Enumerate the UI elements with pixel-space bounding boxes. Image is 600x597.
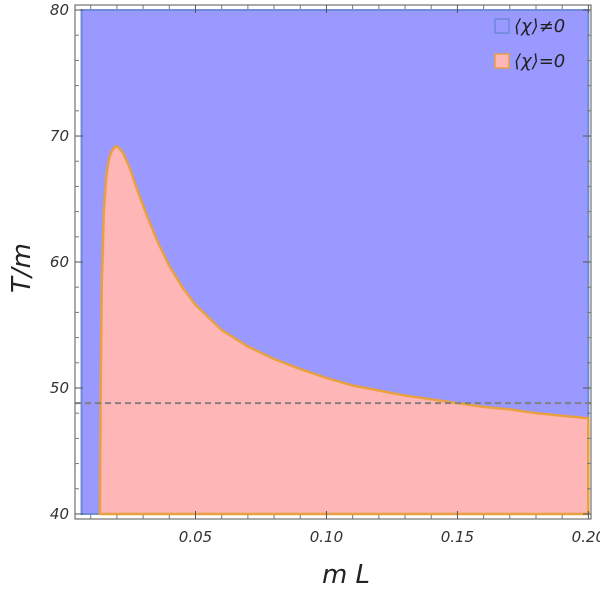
- legend-label-symmetric: ⟨χ⟩=0: [514, 51, 565, 72]
- legend-label-broken: ⟨χ⟩≠0: [514, 16, 565, 37]
- x-axis-label: m L: [322, 560, 370, 590]
- y-tick-label: 80: [50, 1, 69, 19]
- y-axis-label: T/m: [7, 243, 37, 293]
- legend: ⟨χ⟩≠0 ⟨χ⟩=0: [494, 16, 565, 72]
- plot-regions: [75, 9, 591, 516]
- axes: 40 50 60 70 80 0.05 0.10 0.15 0.20: [50, 1, 600, 546]
- x-tick-label: 0.15: [441, 528, 474, 546]
- x-tick-label: 0.10: [310, 528, 343, 546]
- y-tick-label: 70: [50, 127, 69, 145]
- x-tick-label: 0.05: [179, 528, 212, 546]
- y-tick-label: 60: [50, 253, 69, 271]
- y-tick-label: 50: [50, 379, 69, 397]
- x-tick-label: 0.20: [572, 528, 600, 546]
- legend-swatch-symmetric: [494, 53, 510, 69]
- y-tick-label: 40: [50, 505, 69, 523]
- legend-swatch-broken: [494, 18, 510, 34]
- symmetric-phase-region: [98, 144, 590, 516]
